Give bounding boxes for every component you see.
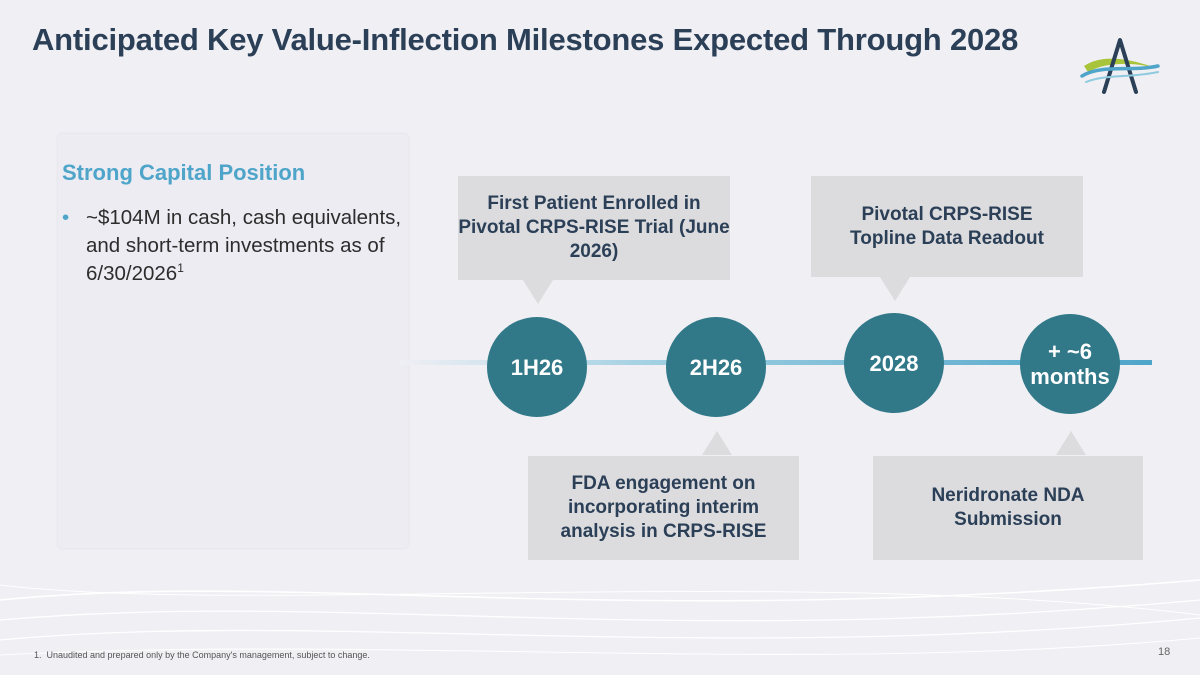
company-logo (1080, 38, 1160, 94)
callout-pointer (523, 280, 553, 304)
callout-fda-engagement: FDA engagement on incorporating interim … (528, 456, 799, 560)
callout-first-patient-enrolled: First Patient Enrolled in Pivotal CRPS-R… (458, 176, 730, 280)
milestone-label: 1H26 (510, 354, 564, 380)
background-waves (0, 579, 1200, 656)
milestone-2h26: 2H26 (666, 317, 766, 417)
callout-pointer (702, 431, 732, 455)
milestone-1h26: 1H26 (487, 317, 587, 417)
cash-position-text: ~$104M in cash, cash equivalents, and sh… (86, 206, 402, 285)
slide-title: Anticipated Key Value-Inflection Milesto… (32, 22, 1019, 57)
capital-bullet-list: • ~$104M in cash, cash equivalents, and … (62, 204, 402, 288)
callout-text: First Patient Enrolled in Pivotal CRPS-R… (458, 193, 730, 262)
footnote-reference: 1 (177, 261, 184, 276)
milestone-label: 2H26 (689, 354, 743, 380)
footnote: 1. Unaudited and prepared only by the Co… (34, 650, 370, 660)
callout-text: FDA engagement on incorporating interim … (560, 473, 767, 542)
capital-heading: Strong Capital Position (62, 160, 306, 185)
capital-position-panel: Strong Capital Position • ~$104M in cash… (58, 134, 408, 548)
callout-pointer (880, 277, 910, 301)
callout-topline-data-readout: Pivotal CRPS-RISE Topline Data Readout (811, 176, 1083, 277)
callout-text: Pivotal CRPS-RISE Topline Data Readout (850, 203, 1044, 249)
list-item: • ~$104M in cash, cash equivalents, and … (62, 204, 402, 288)
bullet-marker: • (62, 206, 70, 229)
callout-text: Neridronate NDA Submission (931, 485, 1085, 530)
page-number: 18 (1158, 646, 1171, 658)
milestone-label: + ~6 months (1030, 339, 1110, 389)
milestone-2028: 2028 (844, 313, 944, 413)
callout-nda-submission: Neridronate NDA Submission (873, 456, 1143, 560)
milestone-label: 2028 (869, 350, 919, 376)
timeline-line (400, 360, 1152, 365)
callout-pointer (1056, 431, 1086, 455)
milestone-plus-6-months: + ~6 months (1020, 314, 1120, 414)
